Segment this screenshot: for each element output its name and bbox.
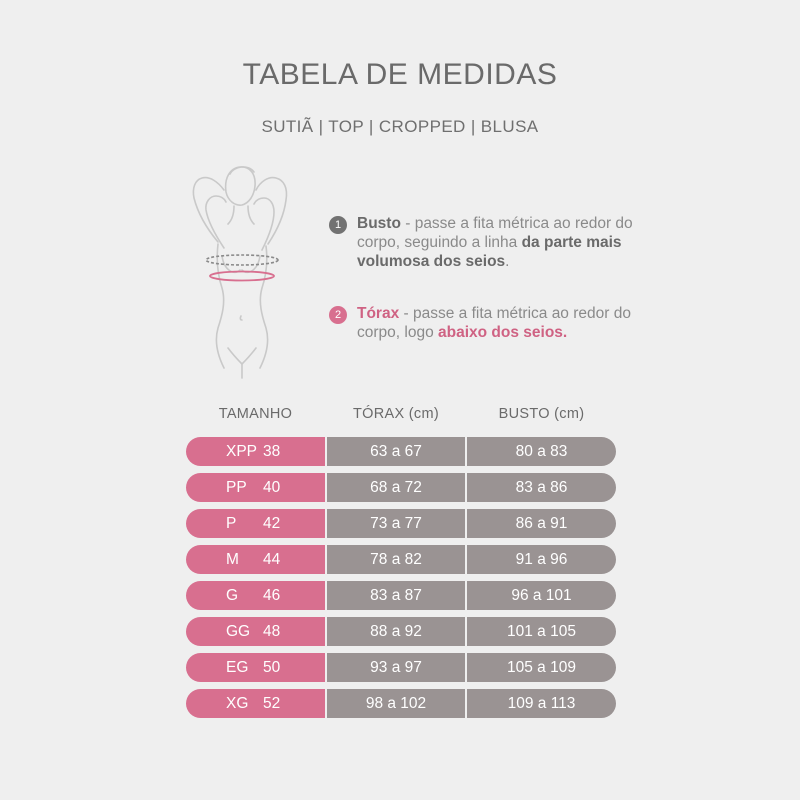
size-number: 52 [263, 695, 281, 712]
size-cell: XG 52 [186, 689, 325, 718]
size-number: 44 [263, 551, 281, 568]
size-cell: M 44 [186, 545, 325, 574]
size-number: 50 [263, 659, 281, 676]
busto-cell: 101 a 105 [467, 617, 616, 646]
torax-cell: 88 a 92 [327, 617, 465, 646]
size-label: XPP [226, 443, 258, 460]
instruction-label: Busto [357, 215, 401, 232]
table-row: XPP 38 63 a 67 80 a 83 [186, 437, 616, 466]
torax-cell: 98 a 102 [327, 689, 465, 718]
busto-cell: 83 a 86 [467, 473, 616, 502]
size-number: 42 [263, 515, 281, 532]
female-torso-measurement-icon [192, 166, 288, 379]
size-number: 48 [263, 623, 281, 640]
size-number: 40 [263, 479, 281, 496]
column-header-torax: TÓRAX (cm) [353, 406, 439, 422]
step-number-badge: 1 [329, 216, 347, 234]
step-number-badge: 2 [329, 306, 347, 324]
table-row: M 44 78 a 82 91 a 96 [186, 545, 616, 574]
size-cell: P 42 [186, 509, 325, 538]
table-row: P 42 73 a 77 86 a 91 [186, 509, 616, 538]
busto-cell: 80 a 83 [467, 437, 616, 466]
instruction-text: - passe a fita métrica ao redor do corpo… [357, 305, 631, 341]
busto-cell: 105 a 109 [467, 653, 616, 682]
busto-cell: 109 a 113 [467, 689, 616, 718]
page-title: TABELA DE MEDIDAS [242, 58, 558, 91]
column-header-busto: BUSTO (cm) [498, 406, 585, 422]
torax-cell: 93 a 97 [327, 653, 465, 682]
busto-cell: 91 a 96 [467, 545, 616, 574]
size-cell: GG 48 [186, 617, 325, 646]
size-number: 38 [263, 443, 281, 460]
page-subtitle: SUTIÃ | TOP | CROPPED | BLUSA [261, 117, 539, 136]
torax-cell: 63 a 67 [327, 437, 465, 466]
table-row: PP 40 68 a 72 83 a 86 [186, 473, 616, 502]
busto-cell: 96 a 101 [467, 581, 616, 610]
instruction-text-end: . [505, 253, 510, 270]
instruction-torax: 2 Tórax - passe a fita métrica ao redor … [329, 304, 657, 342]
table-row: G 46 83 a 87 96 a 101 [186, 581, 616, 610]
size-label: M [226, 551, 239, 568]
torax-cell: 78 a 82 [327, 545, 465, 574]
instruction-emphasis: abaixo dos seios. [438, 324, 568, 341]
instruction-emphasis: da parte mais volumosa dos seios [357, 234, 622, 270]
size-cell: EG 50 [186, 653, 325, 682]
torax-cell: 83 a 87 [327, 581, 465, 610]
size-number: 46 [263, 587, 281, 604]
size-label: XG [226, 695, 249, 712]
size-label: PP [226, 479, 247, 496]
size-label: GG [226, 623, 251, 640]
table-row: GG 48 88 a 92 101 a 105 [186, 617, 616, 646]
table-row: XG 52 98 a 102 109 a 113 [186, 689, 616, 718]
size-label: G [226, 587, 239, 604]
instruction-label: Tórax [357, 305, 400, 322]
size-cell: PP 40 [186, 473, 325, 502]
table-row: EG 50 93 a 97 105 a 109 [186, 653, 616, 682]
column-header-tamanho: TAMANHO [218, 406, 293, 422]
instruction-busto: 1 Busto - passe a fita métrica ao redor … [329, 214, 637, 271]
torax-cell: 68 a 72 [327, 473, 465, 502]
size-label: EG [226, 659, 249, 676]
size-cell: G 46 [186, 581, 325, 610]
instruction-text: - passe a fita métrica ao redor do corpo… [357, 215, 633, 251]
size-cell: XPP 38 [186, 437, 325, 466]
torax-cell: 73 a 77 [327, 509, 465, 538]
size-label: P [226, 515, 237, 532]
busto-cell: 86 a 91 [467, 509, 616, 538]
